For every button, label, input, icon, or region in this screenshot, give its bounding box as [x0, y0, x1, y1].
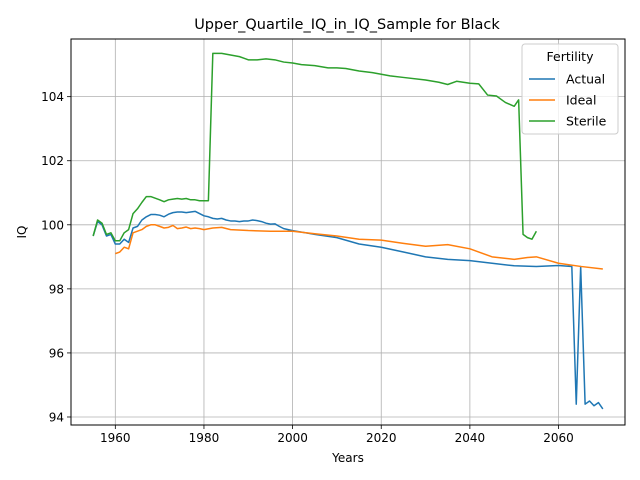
- x-tick-label: 2000: [277, 431, 308, 445]
- x-axis-ticks: 1960 1980 2000 2020 2040 2060: [100, 425, 574, 445]
- x-tick-label: 1960: [100, 431, 131, 445]
- chart-title: Upper_Quartile_IQ_in_IQ_Sample for Black: [194, 17, 500, 33]
- legend-items: Actual Ideal Sterile: [529, 72, 607, 129]
- y-tick-label: 100: [41, 218, 64, 232]
- legend: Fertility Actual Ideal Sterile: [521, 43, 619, 135]
- y-axis-label: IQ: [15, 226, 29, 239]
- series-line-sterile: [92, 52, 538, 242]
- x-tick-label: 2040: [455, 431, 486, 445]
- series-line-actual: [92, 210, 604, 410]
- grid-lines: [71, 39, 625, 425]
- y-axis-ticks: 94 96 98 100 102 104: [41, 90, 71, 424]
- legend-label-sterile: Sterile: [566, 114, 607, 129]
- x-tick-label: 2020: [366, 431, 397, 445]
- x-tick-label: 2060: [543, 431, 574, 445]
- series-line-ideal: [115, 224, 603, 270]
- y-tick-label: 104: [41, 90, 64, 104]
- y-tick-label: 94: [49, 410, 64, 424]
- y-tick-label: 98: [49, 282, 64, 296]
- legend-title: Fertility: [547, 49, 595, 64]
- data-series: [92, 52, 604, 410]
- plot-area-frame: [70, 38, 626, 426]
- legend-label-actual: Actual: [566, 72, 605, 87]
- x-axis-label: Years: [331, 451, 364, 465]
- legend-box: [521, 43, 619, 135]
- legend-label-ideal: Ideal: [566, 93, 596, 108]
- x-tick-label: 1980: [189, 431, 220, 445]
- y-tick-label: 102: [41, 154, 64, 168]
- y-tick-label: 96: [49, 346, 64, 360]
